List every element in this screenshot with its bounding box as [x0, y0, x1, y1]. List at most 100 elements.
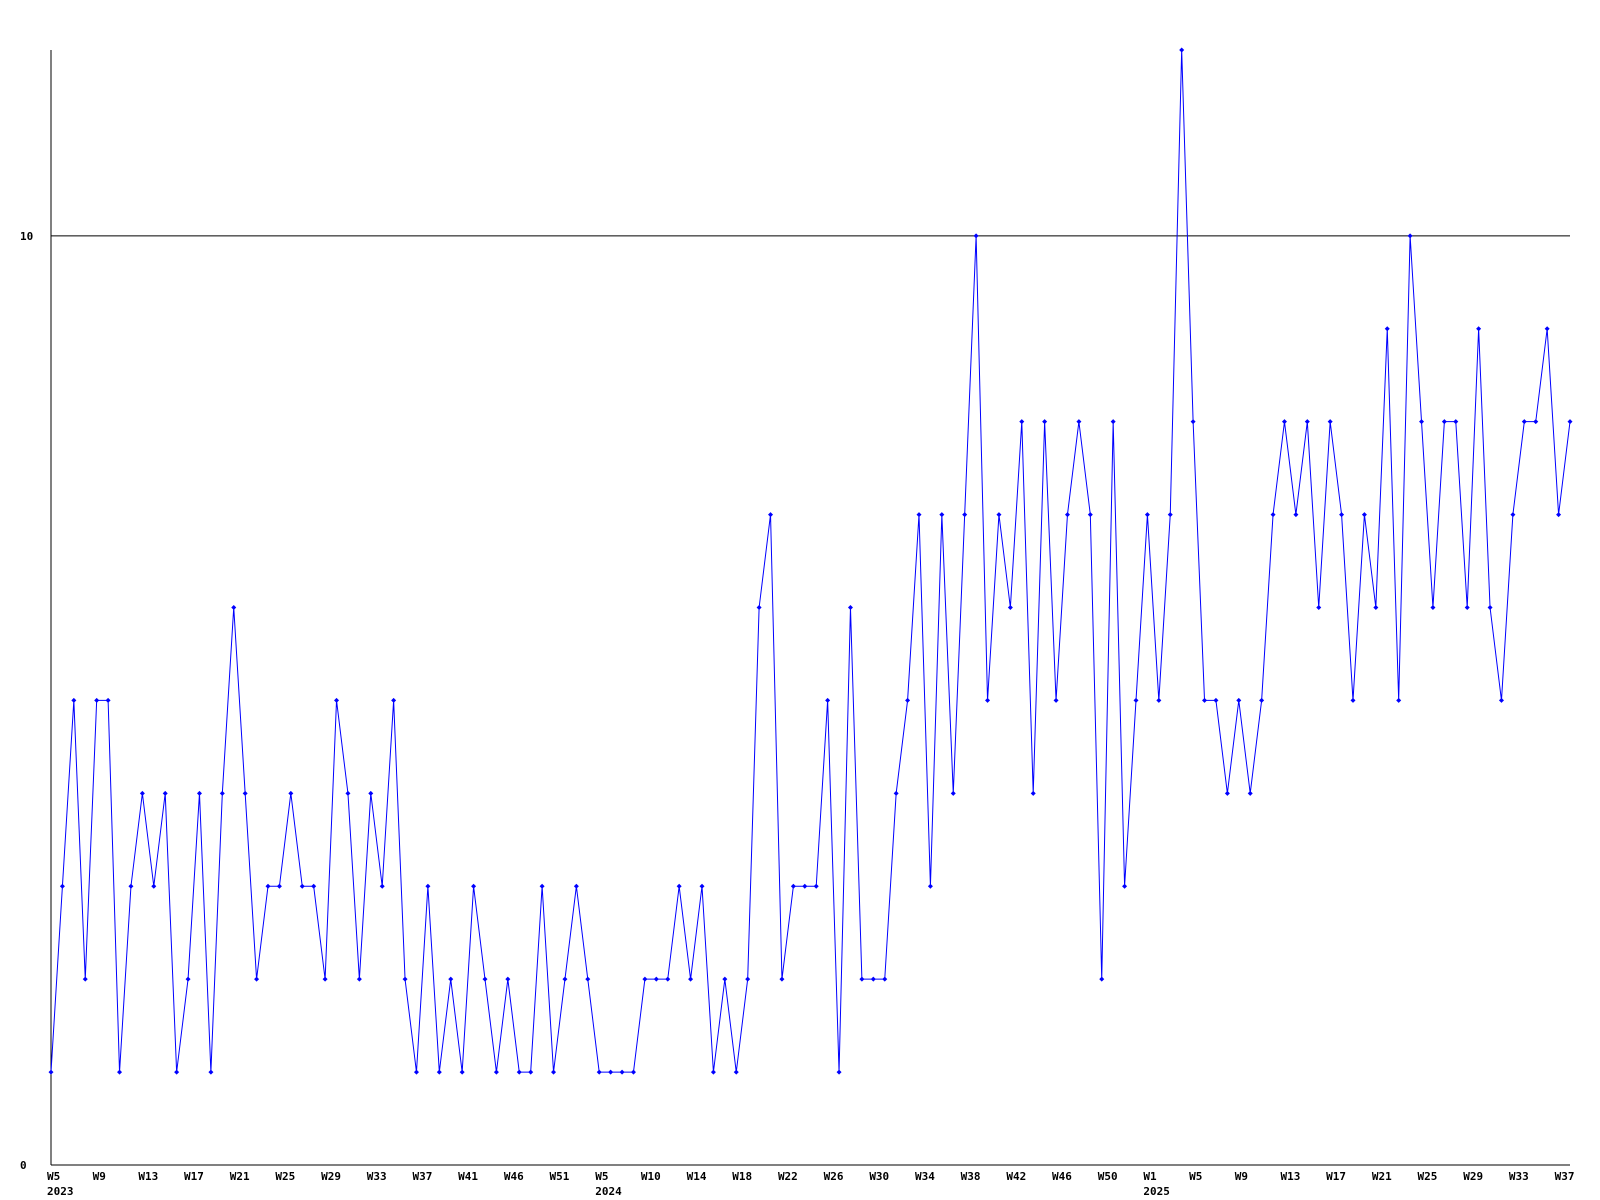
point-marker: [1521, 419, 1527, 425]
series-line: [50, 49, 1571, 1073]
point-marker: [1224, 790, 1230, 796]
x-tick-label: W5 2024: [595, 1170, 622, 1198]
point-marker: [1087, 512, 1093, 518]
point-marker: [276, 883, 282, 889]
point-marker: [128, 883, 134, 889]
point-marker: [1304, 419, 1310, 425]
point-marker: [1213, 697, 1219, 703]
point-marker: [950, 790, 956, 796]
point-marker: [48, 1069, 54, 1075]
point-marker: [905, 697, 911, 703]
point-marker: [653, 976, 659, 982]
x-tick-label: W10: [641, 1170, 661, 1183]
x-tick-label: W38: [961, 1170, 981, 1183]
point-marker: [756, 605, 762, 610]
point-marker: [1236, 697, 1242, 703]
point-marker: [1122, 883, 1128, 889]
x-tick-label: W13: [1280, 1170, 1300, 1183]
x-tick-label: W1 2025: [1143, 1170, 1170, 1198]
point-marker: [82, 976, 88, 982]
point-marker: [893, 790, 899, 796]
x-tick-label: W9: [93, 1170, 106, 1183]
point-marker: [1202, 697, 1208, 703]
point-marker: [425, 883, 431, 889]
point-marker: [539, 883, 545, 889]
point-marker: [459, 1069, 465, 1075]
x-tick-label: W18: [732, 1170, 752, 1183]
point-marker: [1419, 419, 1425, 425]
x-tick-label: W50: [1098, 1170, 1118, 1183]
point-marker: [1179, 47, 1185, 53]
point-marker: [1099, 976, 1105, 982]
y-tick-label: 10: [20, 230, 33, 243]
x-tick-label: W42: [1006, 1170, 1026, 1183]
point-marker: [927, 883, 933, 889]
point-marker: [1339, 512, 1345, 518]
x-tick-label: W41: [458, 1170, 478, 1183]
point-marker: [825, 697, 831, 703]
point-marker: [710, 1069, 716, 1075]
point-marker: [745, 976, 751, 982]
x-tick-label: W25: [275, 1170, 295, 1183]
point-marker: [174, 1069, 180, 1075]
point-marker: [1316, 605, 1322, 610]
point-marker: [1533, 419, 1539, 425]
point-marker: [882, 976, 888, 982]
point-marker: [117, 1069, 123, 1075]
x-tick-label: W17: [1326, 1170, 1346, 1183]
point-marker: [345, 790, 351, 796]
point-marker: [1064, 512, 1070, 518]
point-marker: [1407, 233, 1413, 239]
point-marker: [859, 976, 865, 982]
point-marker: [1361, 512, 1367, 518]
x-tick-label: W9: [1235, 1170, 1248, 1183]
point-marker: [973, 233, 979, 239]
x-tick-label: W51: [550, 1170, 570, 1183]
point-marker: [962, 512, 968, 518]
y-tick-label: 0: [20, 1159, 27, 1172]
point-marker: [996, 512, 1002, 518]
point-marker: [505, 976, 511, 982]
point-marker: [402, 976, 408, 982]
point-marker: [1464, 605, 1470, 610]
point-marker: [573, 883, 579, 889]
x-tick-label: W17: [184, 1170, 204, 1183]
point-marker: [482, 976, 488, 982]
point-marker: [1019, 419, 1025, 425]
point-marker: [619, 1069, 625, 1075]
point-marker: [1053, 697, 1059, 703]
point-marker: [391, 697, 397, 703]
point-marker: [768, 512, 774, 518]
point-marker: [802, 883, 808, 889]
point-marker: [1293, 512, 1299, 518]
point-marker: [208, 1069, 214, 1075]
point-marker: [231, 605, 237, 610]
point-marker: [1144, 512, 1150, 518]
point-marker: [722, 976, 728, 982]
point-marker: [1327, 419, 1333, 425]
point-marker: [1259, 697, 1265, 703]
point-marker: [105, 697, 111, 703]
point-marker: [1567, 419, 1573, 425]
point-marker: [642, 976, 648, 982]
point-marker: [676, 883, 682, 889]
point-marker: [516, 1069, 522, 1075]
point-marker: [162, 790, 168, 796]
point-marker: [185, 976, 191, 982]
point-marker: [334, 697, 340, 703]
x-tick-label: W30: [869, 1170, 889, 1183]
point-marker: [1510, 512, 1516, 518]
point-marker: [1498, 697, 1504, 703]
point-marker: [436, 1069, 442, 1075]
point-marker: [1373, 605, 1379, 610]
x-tick-label: W29: [321, 1170, 341, 1183]
point-marker: [493, 1069, 499, 1075]
point-marker: [368, 790, 374, 796]
point-marker: [1350, 697, 1356, 703]
point-marker: [254, 976, 260, 982]
point-marker: [196, 790, 202, 796]
x-tick-label: W37: [412, 1170, 432, 1183]
point-marker: [1430, 605, 1436, 610]
